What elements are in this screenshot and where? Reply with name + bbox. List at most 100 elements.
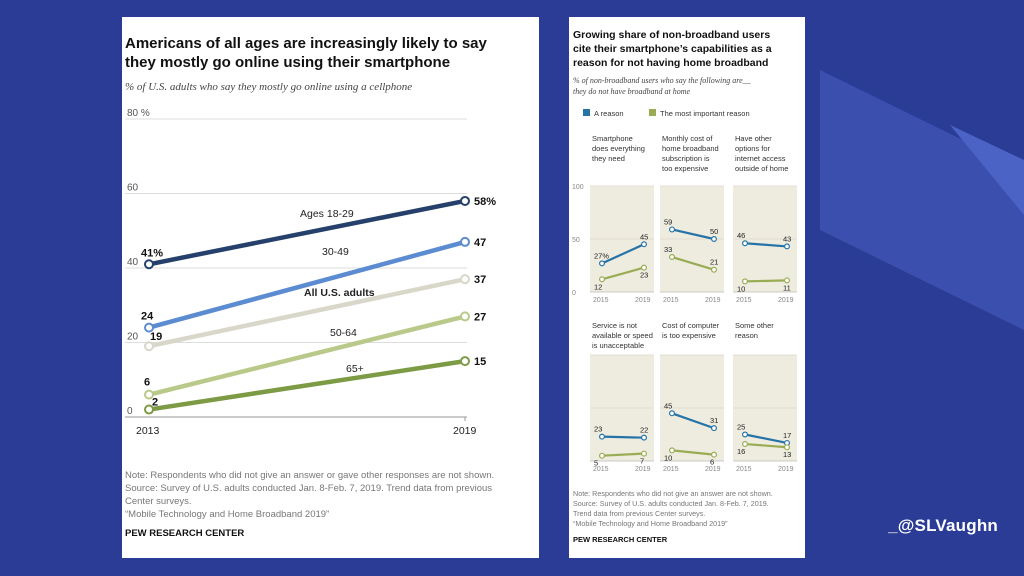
data-point [599, 452, 606, 459]
data-label: 19 [150, 331, 162, 343]
data-point [640, 241, 647, 248]
series-line [146, 358, 468, 412]
series-line [146, 314, 468, 397]
left-source-org: PEW RESEARCH CENTER [125, 528, 244, 539]
data-point [742, 240, 749, 247]
series-line [146, 198, 468, 267]
data-point [711, 425, 718, 432]
x-tick-label: 2015 [736, 466, 752, 473]
data-point [640, 264, 647, 271]
data-label: 12 [594, 282, 602, 291]
panel-label: options for [735, 144, 771, 153]
panel-label: available or speed [592, 331, 653, 340]
data-point [144, 341, 154, 352]
data-point [460, 195, 470, 206]
series-line [601, 435, 645, 439]
panel-label: subscription is [662, 154, 710, 163]
x-tick-label: 2019 [705, 297, 721, 304]
data-point [668, 254, 675, 261]
data-point [742, 431, 749, 438]
data-point [668, 447, 675, 454]
panel-label: internet access [735, 154, 786, 163]
data-label: 33 [664, 245, 672, 254]
y-tick-label: 0 [572, 290, 576, 297]
data-label: 10 [737, 284, 745, 293]
panel-label: Monthly cost of [662, 134, 713, 143]
series-name-label: All U.S. adults [304, 287, 375, 299]
data-point [144, 259, 154, 270]
series-line [744, 442, 788, 449]
data-point [599, 433, 606, 440]
x-tick-label: 2015 [736, 297, 752, 304]
data-label: 13 [783, 450, 791, 459]
data-point [144, 322, 154, 333]
data-label: 46 [737, 231, 745, 240]
series-line [744, 242, 788, 248]
data-point [460, 274, 470, 285]
data-point [460, 236, 470, 247]
left-chart-title-line2: they mostly go online using their smartp… [125, 54, 450, 71]
data-point [599, 276, 606, 283]
series-name-label: Ages 18-29 [300, 208, 354, 220]
x-tick-label: 2015 [663, 297, 679, 304]
x-tick-label: 2013 [136, 425, 160, 437]
panel-label: Service is not [592, 321, 638, 330]
data-label: 23 [640, 271, 648, 280]
right-chart-title-line3: reason for not having home broadband [573, 57, 768, 69]
legend-swatch-a-reason [583, 109, 590, 116]
x-tick-label: 2019 [705, 466, 721, 473]
series-name-label: 30-49 [322, 246, 349, 258]
series-line [671, 412, 715, 430]
author-handle: _@SLVaughn [888, 516, 998, 535]
data-label: 27 [474, 311, 486, 323]
panel-label: does everything [592, 144, 645, 153]
data-point [599, 260, 606, 267]
data-label: 17 [783, 431, 791, 440]
y-tick-label: 40 [127, 257, 139, 268]
right-source-org: PEW RESEARCH CENTER [573, 535, 668, 544]
right-chart-subtitle-line2: they do not have broadband at home [573, 87, 690, 96]
data-label: 45 [664, 401, 672, 410]
series-line [146, 239, 468, 330]
data-label: 37 [474, 274, 486, 286]
x-tick-label: 2015 [593, 466, 609, 473]
y-tick-label: 20 [127, 332, 139, 343]
left-chart-title-line1: Americans of all ages are increasingly l… [125, 35, 488, 52]
data-point [711, 236, 718, 243]
data-label: 23 [594, 425, 602, 434]
data-label: 6 [710, 458, 714, 467]
left-note-line3: Center surveys. [125, 496, 192, 507]
right-note-line2: Source: Survey of U.S. adults conducted … [573, 499, 769, 508]
left-line-chart: Americans of all ages are increasingly l… [125, 35, 496, 539]
x-tick-label: 2019 [635, 466, 651, 473]
x-tick-label: 2015 [663, 466, 679, 473]
panel-label: reason [735, 331, 758, 340]
series-line [671, 449, 715, 456]
legend-label-a-reason: A reason [594, 109, 624, 118]
x-tick-label: 2019 [635, 297, 651, 304]
y-tick-label: 0 [127, 406, 133, 417]
data-label: 27% [594, 251, 609, 260]
data-label: 10 [664, 453, 672, 462]
panel-label: too expensive [662, 164, 708, 173]
right-chart-title-line2: cite their smartphone’s capabilities as … [573, 43, 772, 55]
x-tick-label: 2019 [453, 425, 477, 437]
data-label: 5 [594, 459, 598, 468]
x-tick-label: 2015 [593, 297, 609, 304]
data-label: 21 [710, 258, 718, 267]
series-name-label: 65+ [346, 363, 364, 375]
panel-label: Smartphone [592, 134, 633, 143]
data-label: 41% [141, 247, 163, 259]
y-tick-label: 60 [127, 183, 139, 194]
right-chart-panel: Growing share of non-broadband users cit… [569, 17, 805, 558]
data-label: 24 [141, 311, 154, 323]
data-label: 6 [144, 377, 150, 389]
data-point [784, 243, 791, 250]
data-point [640, 450, 647, 457]
right-note-line3: Trend data from previous Center surveys. [573, 509, 705, 518]
